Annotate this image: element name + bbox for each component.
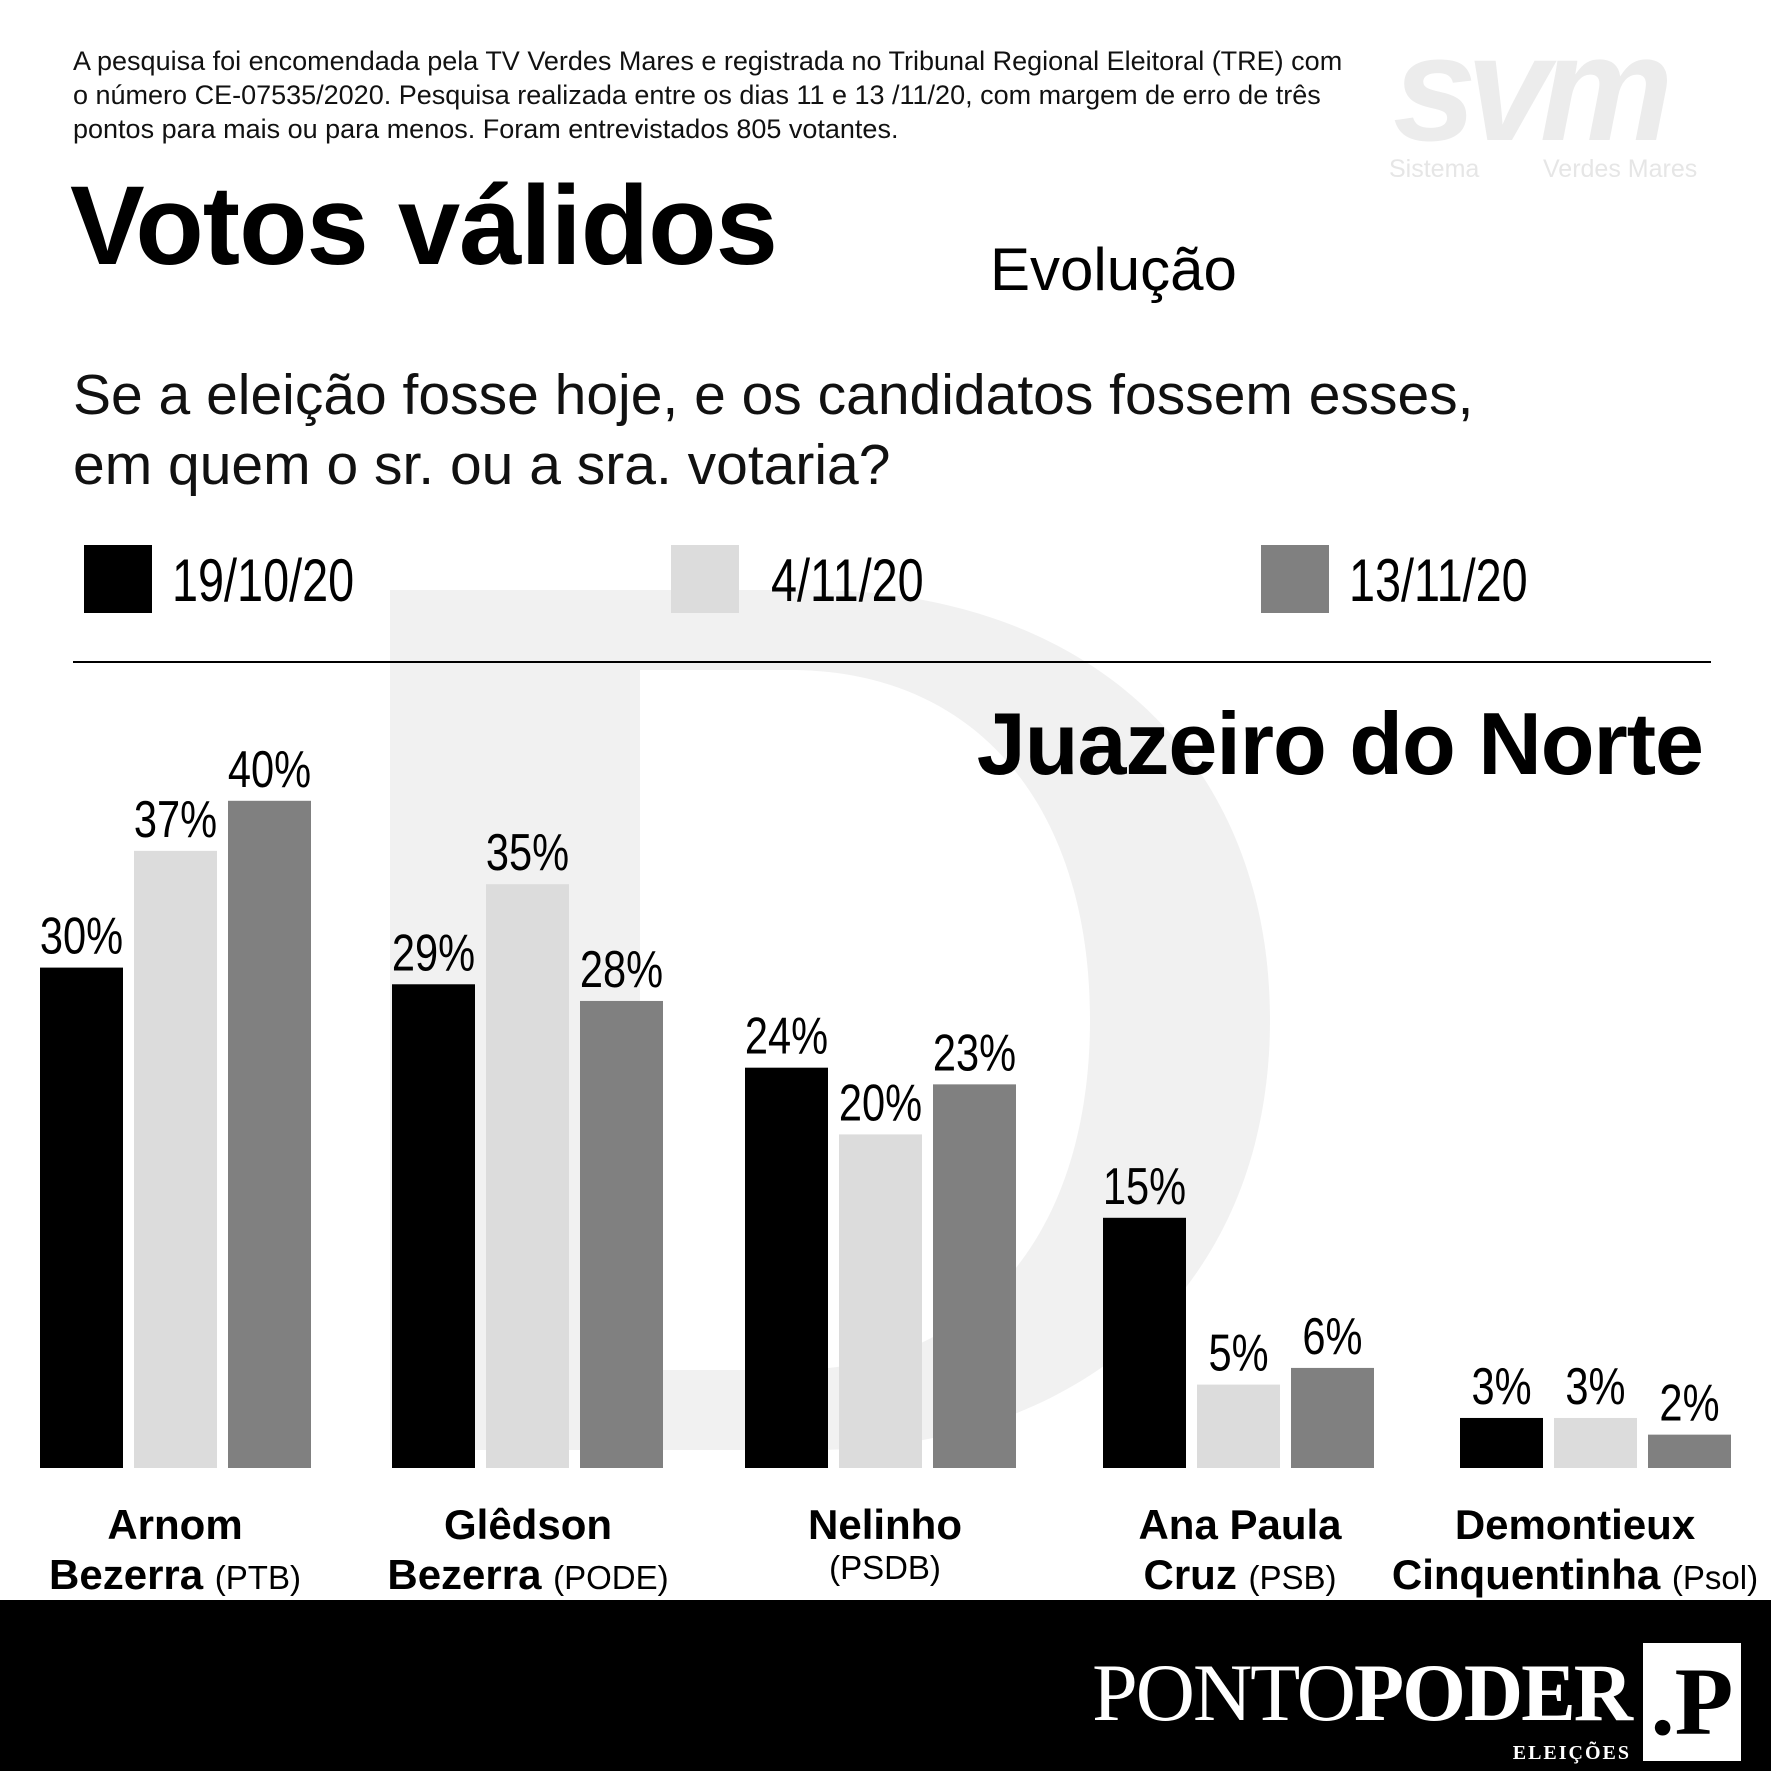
bar-3-series-3 [933,1084,1016,1468]
divider-rule [73,661,1711,663]
region-title: Juazeiro do Norte [976,694,1704,793]
candidate-label-4: Ana Paula Cruz (PSB) [1080,1500,1400,1603]
svm-logo: svm Sistema Verdes Mares [1389,12,1697,182]
candidate-label-5: Demontieux Cinquentinha (Psol) [1385,1500,1765,1603]
bar-3-series-2 [839,1134,922,1468]
candidate-name-2-line1: Glêdson [443,1501,613,1548]
bar-value-label-4-series-3: 6% [1302,1306,1362,1365]
chart-title: Votos válidos [70,163,778,288]
svm-logo-mark: svm [1393,12,1668,172]
bar-4-series-3 [1291,1367,1374,1468]
bar-value-label-3-series-1: 24% [745,1006,828,1065]
bar-1-series-1 [40,967,123,1468]
legend-label-2: 4/11/20 [771,547,924,614]
svm-logo-text-left: Sistema [1389,155,1479,182]
candidate-label-3: Nelinho (PSDB) [725,1500,1045,1586]
chart-subtitle: Evolução [990,236,1237,303]
candidate-party-4: (PSB) [1248,1559,1337,1596]
candidate-name-4-line1: Ana Paula [1138,1501,1342,1548]
brand-mark: .P [1643,1643,1741,1761]
candidate-name-5-line1: Demontieux [1454,1501,1696,1548]
bar-value-label-1-series-3: 40% [228,739,311,798]
bar-1-series-3 [228,800,311,1468]
candidate-party-3: (PSDB) [829,1549,941,1586]
bar-2-series-2 [486,884,569,1468]
bar-value-label-3-series-2: 20% [839,1073,922,1132]
candidate-name-3-line1: Nelinho [808,1501,962,1548]
survey-question: Se a eleição fosse hoje, e os candidatos… [73,363,1474,497]
legend-swatch-1 [84,545,152,613]
bar-value-label-1-series-2: 37% [134,789,217,848]
candidate-name-1-line2: Bezerra [49,1551,204,1598]
brand-bold: PODER [1354,1647,1633,1738]
svm-logo-text-right: Verdes Mares [1543,155,1697,182]
brand-light: PONTO [1092,1647,1356,1738]
bar-3-series-1 [745,1067,828,1468]
bar-value-label-2-series-2: 35% [486,823,569,882]
legend-swatch-2 [671,545,739,613]
legend-label-1: 19/10/20 [172,547,355,614]
candidate-party-2: (PODE) [553,1559,669,1596]
legend-swatch-3 [1261,545,1329,613]
candidate-party-1: (PTB) [214,1559,301,1596]
brand-logo: PONTOPODER [1092,1652,1633,1734]
bar-value-label-1-series-1: 30% [40,906,123,965]
candidate-party-5: (Psol) [1671,1559,1759,1596]
candidate-name-4-line2: Cruz [1143,1551,1237,1598]
bar-2-series-1 [392,984,475,1468]
bar-4-series-1 [1103,1217,1186,1468]
bar-2-series-3 [580,1000,663,1468]
bar-value-label-3-series-3: 23% [933,1023,1016,1082]
legend-label-3: 13/11/20 [1349,547,1528,614]
bar-5-series-2 [1554,1417,1637,1468]
candidate-name-1-line1: Arnom [107,1501,243,1548]
candidate-label-2: Glêdson Bezerra (PODE) [368,1500,688,1603]
bar-value-label-2-series-3: 28% [580,939,663,998]
bar-value-label-5-series-2: 3% [1565,1356,1625,1415]
brand-subtitle: ELEIÇÕES [1512,1742,1631,1764]
bar-value-label-5-series-3: 2% [1659,1373,1719,1432]
footer-bar [0,1600,1771,1771]
bar-value-label-4-series-1: 15% [1103,1156,1186,1215]
candidate-name-2-line2: Bezerra [387,1551,542,1598]
source-note: A pesquisa foi encomendada pela TV Verde… [73,46,1343,144]
bar-5-series-1 [1460,1417,1543,1468]
bar-1-series-2 [134,850,217,1468]
bar-5-series-3 [1648,1434,1731,1468]
candidate-label-1: Arnom Bezerra (PTB) [15,1500,335,1603]
bar-value-label-4-series-2: 5% [1208,1323,1268,1382]
bar-value-label-2-series-1: 29% [392,923,475,982]
bar-4-series-2 [1197,1384,1280,1468]
candidate-name-5-line2: Cinquentinha [1391,1551,1661,1598]
bar-value-label-5-series-1: 3% [1471,1356,1531,1415]
